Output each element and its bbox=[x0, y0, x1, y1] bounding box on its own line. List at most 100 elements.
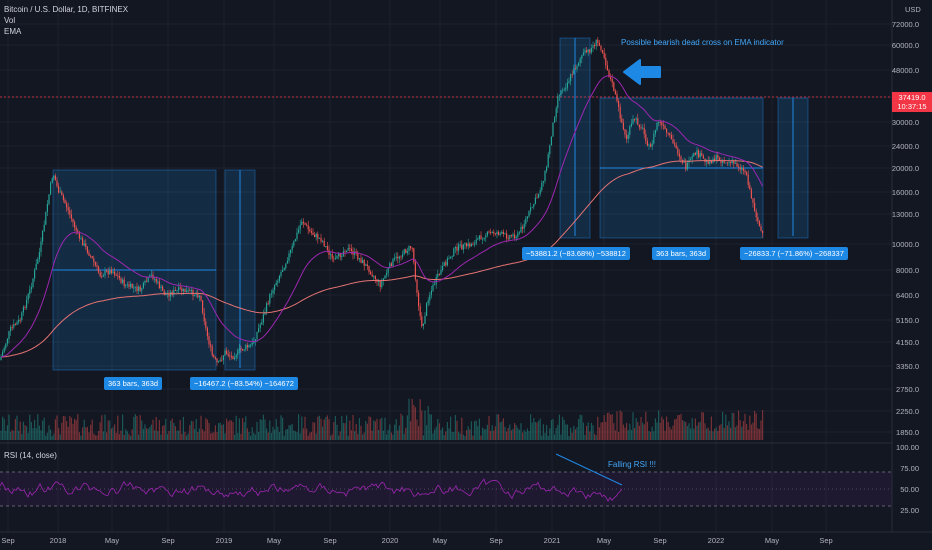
volume-bar bbox=[102, 431, 104, 440]
volume-bar bbox=[621, 411, 623, 440]
volume-bar bbox=[400, 413, 402, 440]
candle-body bbox=[101, 276, 103, 278]
volume-bar bbox=[627, 430, 629, 440]
candle-body bbox=[696, 150, 698, 155]
candle-body bbox=[165, 294, 167, 296]
volume-bar bbox=[421, 410, 423, 440]
volume-bar bbox=[202, 429, 204, 440]
candle-body bbox=[214, 357, 216, 359]
candle-body bbox=[237, 349, 239, 356]
candle-body bbox=[485, 235, 487, 238]
volume-bar bbox=[750, 424, 752, 440]
candle-body bbox=[531, 206, 533, 208]
volume-bar bbox=[358, 418, 360, 440]
volume-bar bbox=[634, 428, 636, 440]
volume-bar bbox=[715, 427, 717, 440]
candle-body bbox=[301, 221, 303, 225]
volume-bar bbox=[496, 414, 498, 440]
volume-bar bbox=[437, 419, 439, 440]
vol-indicator-label[interactable]: Vol bbox=[4, 16, 16, 25]
candle-body bbox=[194, 294, 196, 296]
volume-bar bbox=[662, 419, 664, 440]
volume-bar bbox=[741, 426, 743, 440]
volume-bar bbox=[62, 416, 64, 440]
volume-bar bbox=[544, 432, 546, 440]
volume-bar bbox=[122, 414, 124, 440]
volume-bar bbox=[485, 429, 487, 440]
candle-body bbox=[459, 244, 461, 246]
volume-bar bbox=[669, 427, 671, 440]
price-tick-label: 1850.0 bbox=[896, 428, 919, 437]
volume-bar bbox=[690, 428, 692, 440]
candle-body bbox=[341, 255, 343, 258]
candle-body bbox=[56, 180, 58, 187]
volume-bar bbox=[502, 418, 504, 440]
time-tick-label: May bbox=[267, 536, 281, 545]
volume-bar bbox=[347, 435, 349, 440]
candle-body bbox=[470, 243, 472, 247]
volume-bar bbox=[582, 422, 584, 440]
volume-bar bbox=[565, 424, 567, 440]
candle-body bbox=[379, 280, 381, 288]
volume-bar bbox=[306, 428, 308, 440]
candle-body bbox=[686, 162, 688, 170]
volume-bar bbox=[99, 422, 101, 440]
volume-bar bbox=[179, 420, 181, 440]
volume-bar bbox=[48, 425, 50, 440]
candle-body bbox=[474, 243, 476, 245]
volume-bar bbox=[138, 434, 140, 440]
volume-bar bbox=[672, 425, 674, 440]
candle-body bbox=[477, 238, 479, 240]
volume-bar bbox=[134, 414, 136, 440]
volume-bar bbox=[360, 425, 362, 440]
volume-bar bbox=[427, 406, 429, 440]
ema-indicator-label[interactable]: EMA bbox=[4, 27, 22, 36]
volume-bar bbox=[718, 425, 720, 440]
price-tick-label: 48000.0 bbox=[892, 66, 919, 75]
volume-bar bbox=[717, 430, 719, 440]
volume-bar bbox=[384, 417, 386, 440]
rsi-title[interactable]: RSI (14, close) bbox=[4, 451, 57, 460]
symbol-title[interactable]: Bitcoin / U.S. Dollar, 1D, BITFINEX bbox=[4, 5, 129, 14]
candle-body bbox=[261, 322, 263, 325]
volume-bar bbox=[632, 412, 634, 440]
candle-body bbox=[728, 162, 730, 163]
candle-body bbox=[290, 249, 292, 254]
volume-bar bbox=[526, 428, 528, 440]
candle-body bbox=[498, 232, 500, 235]
volume-bar bbox=[237, 433, 239, 440]
current-price-tag[interactable]: 37419.0 10:37:15 bbox=[892, 92, 932, 112]
candle-body bbox=[565, 87, 567, 90]
candle-body bbox=[579, 58, 581, 64]
volume-bar bbox=[706, 428, 708, 440]
volume-bar bbox=[232, 421, 234, 440]
volume-bar bbox=[493, 430, 495, 440]
volume-bar bbox=[504, 426, 506, 440]
volume-bar bbox=[619, 410, 621, 440]
volume-bar bbox=[131, 429, 133, 440]
time-axis[interactable]: Sep 2018 May Sep 2019 May Sep 2020 May Sep 2021 May… bbox=[1, 536, 832, 545]
candle-body bbox=[229, 355, 231, 357]
volume-bar bbox=[480, 435, 482, 440]
candle-body bbox=[184, 288, 186, 293]
candle-body bbox=[221, 359, 223, 361]
candle-body bbox=[693, 152, 695, 157]
price-axis[interactable]: 72000.060000.048000.040000.030000.024000… bbox=[892, 20, 919, 437]
candle-body bbox=[370, 272, 372, 275]
candle-body bbox=[302, 221, 304, 224]
volume-bar bbox=[605, 421, 607, 440]
volume-bar bbox=[282, 417, 284, 440]
rsi-axis[interactable]: 100.00 75.00 50.00 25.00 bbox=[896, 443, 919, 515]
volume-bar bbox=[541, 435, 543, 440]
candle-body bbox=[314, 234, 316, 238]
candle-body bbox=[734, 163, 736, 164]
candle-body bbox=[522, 226, 524, 229]
volume-bar bbox=[659, 422, 661, 440]
candle-body bbox=[206, 327, 208, 337]
candle-body bbox=[403, 249, 405, 255]
candle-body bbox=[357, 253, 359, 260]
candle-body bbox=[178, 287, 180, 291]
volume-bar bbox=[653, 431, 655, 440]
candle-body bbox=[384, 275, 386, 279]
